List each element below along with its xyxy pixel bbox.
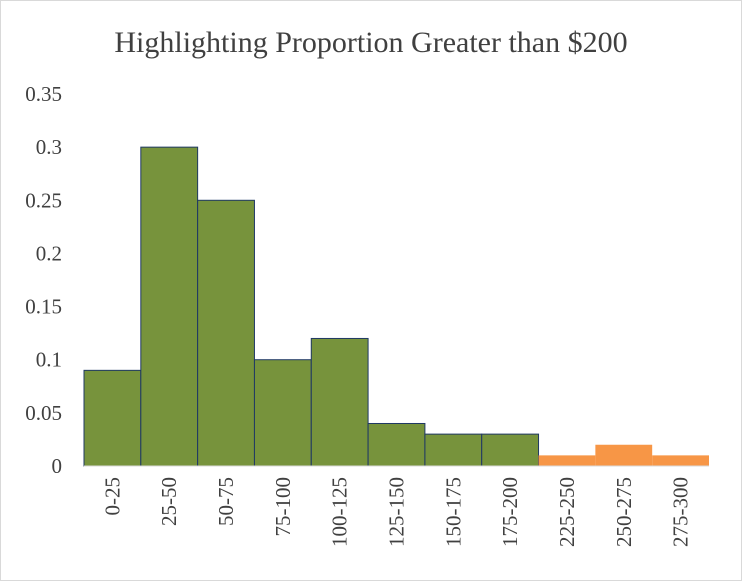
x-tick-label: 0-25	[100, 477, 124, 516]
y-tick-label: 0.1	[36, 348, 62, 372]
x-tick-label: 125-150	[385, 477, 409, 547]
bar-0-25	[83, 369, 142, 467]
bar-125-150	[367, 422, 426, 467]
bar-275-300	[652, 455, 709, 466]
bar-250-275	[595, 444, 653, 466]
y-tick-label: 0.25	[25, 188, 62, 212]
bar-75-100	[253, 359, 312, 467]
bar-150-175	[424, 433, 483, 467]
x-tick-label: 75-100	[271, 477, 295, 537]
bar-225-250	[538, 455, 596, 466]
bar-175-200	[481, 433, 540, 467]
bar-100-125	[310, 337, 369, 467]
chart-title: Highlighting Proportion Greater than $20…	[114, 26, 627, 59]
bar-25-50	[140, 146, 199, 467]
x-axis-ticks: 0-25 25-50 50-75 75-100 100-125 125-150 150-17…	[100, 477, 692, 547]
x-tick-label: 150-175	[441, 477, 465, 547]
y-tick-label: 0	[52, 454, 63, 478]
x-tick-label: 175-200	[498, 477, 522, 547]
x-tick-label: 225-250	[555, 477, 579, 547]
y-tick-label: 0.3	[36, 135, 62, 159]
y-axis-ticks: 0 0.05 0.1 0.15 0.2 0.25 0.3 0.35	[25, 82, 62, 478]
x-tick-label: 50-75	[214, 477, 238, 526]
x-tick-label: 100-125	[328, 477, 352, 547]
y-tick-label: 0.15	[25, 295, 62, 319]
x-tick-label: 25-50	[157, 477, 181, 526]
x-tick-label: 275-300	[669, 477, 693, 547]
x-tick-label: 250-275	[612, 477, 636, 547]
bars	[83, 146, 709, 467]
bar-50-75	[197, 199, 255, 467]
y-tick-label: 0.2	[36, 241, 62, 265]
y-tick-label: 0.05	[25, 401, 62, 425]
y-tick-label: 0.35	[25, 82, 62, 106]
